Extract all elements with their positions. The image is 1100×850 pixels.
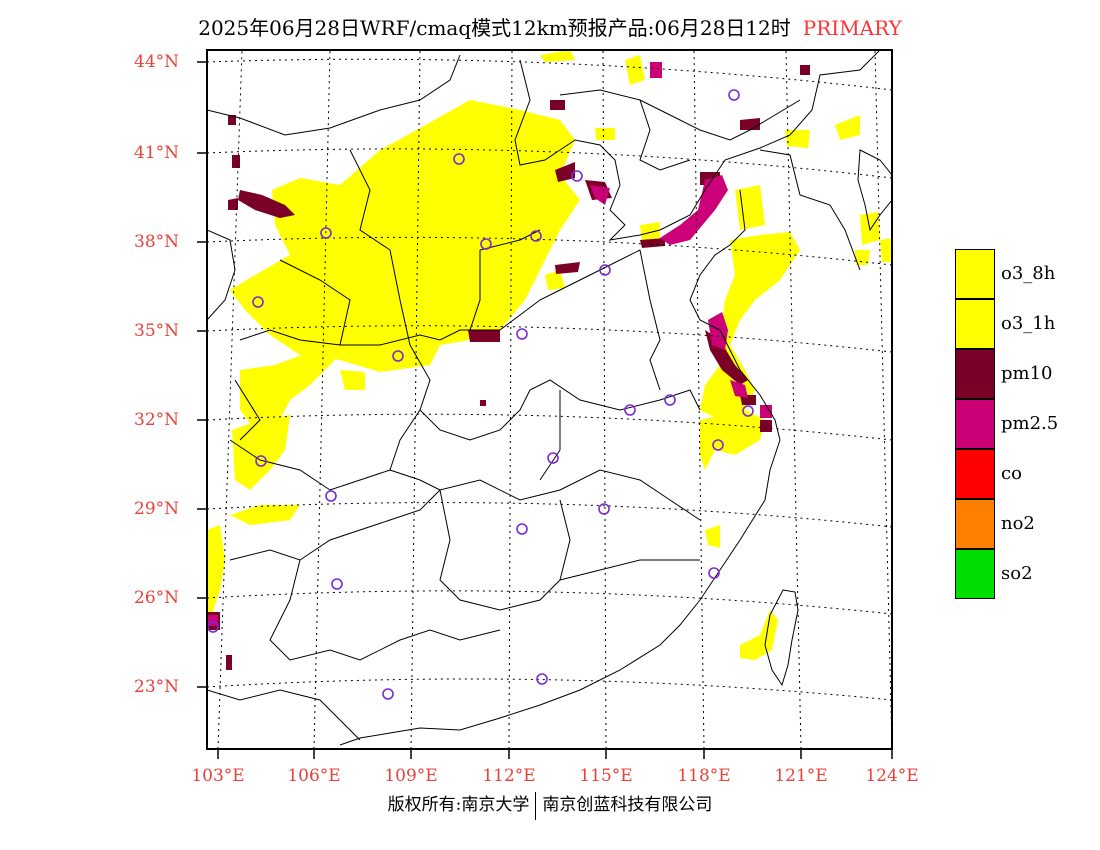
lon-label-106: 106°E (287, 766, 341, 786)
legend-swatch-no2 (955, 499, 995, 549)
map-title: 2025年06月28日WRF/cmaq模式12km预报产品:06月28日12时 P… (0, 12, 1100, 41)
title-text: 2025年06月28日WRF/cmaq模式12km预报产品:06月28日12时 (198, 16, 791, 40)
lat-label-35: 35°N (134, 321, 180, 341)
legend-label-o3-8h: o3_8h (1001, 263, 1056, 284)
lat-label-32: 32°N (134, 410, 180, 430)
legend-swatch-pm10 (955, 349, 995, 399)
legend-item-co: co (955, 449, 1075, 499)
lon-label-103: 103°E (191, 766, 245, 786)
legend: o3_8h o3_1h pm10 pm2.5 co no2 so2 (955, 249, 1075, 599)
legend-item-no2: no2 (955, 499, 1075, 549)
legend-swatch-co (955, 449, 995, 499)
copyright-right: 南京创蓝科技有限公司 (542, 795, 713, 815)
legend-swatch-o3-1h (955, 299, 995, 349)
pm25-field (208, 62, 772, 626)
lon-label-118: 118°E (677, 766, 731, 786)
lat-label-23: 23°N (134, 677, 180, 697)
legend-item-o3-1h: o3_1h (955, 299, 1075, 349)
lat-label-26: 26°N (134, 588, 180, 608)
legend-label-so2: so2 (1001, 563, 1033, 584)
lon-label-124: 124°E (865, 766, 919, 786)
legend-label-no2: no2 (1001, 513, 1035, 534)
map-content (207, 50, 892, 749)
korea-outline (857, 149, 892, 232)
station-markers (207, 89, 754, 700)
longitude-grid (217, 50, 892, 749)
map-frame (206, 49, 893, 750)
lon-label-115: 115°E (579, 766, 633, 786)
lon-label-112: 112°E (482, 766, 536, 786)
lon-label-121: 121°E (774, 766, 828, 786)
latitude-grid (207, 58, 892, 701)
copyright-footer: 版权所有:南京大学 南京创蓝科技有限公司 (0, 790, 1100, 820)
legend-item-pm25: pm2.5 (955, 399, 1075, 449)
o3-field (207, 50, 892, 660)
primary-tag: PRIMARY (802, 16, 902, 40)
lon-label-109: 109°E (384, 766, 438, 786)
boundaries (207, 50, 881, 746)
legend-label-pm10: pm10 (1001, 363, 1053, 384)
legend-swatch-pm25 (955, 399, 995, 449)
legend-label-o3-1h: o3_1h (1001, 313, 1056, 334)
legend-swatch-o3-8h (955, 249, 995, 299)
lat-label-29: 29°N (134, 499, 180, 519)
legend-item-pm10: pm10 (955, 349, 1075, 399)
footer-separator (535, 791, 537, 820)
lat-label-38: 38°N (134, 232, 180, 252)
lat-label-44: 44°N (134, 52, 180, 72)
copyright-left: 版权所有:南京大学 (387, 795, 530, 815)
legend-label-pm25: pm2.5 (1001, 413, 1059, 434)
axis-ticks (197, 61, 893, 759)
legend-item-so2: so2 (955, 549, 1075, 599)
legend-swatch-so2 (955, 549, 995, 599)
lat-label-41: 41°N (134, 143, 180, 163)
legend-item-o3-8h: o3_8h (955, 249, 1075, 299)
legend-label-co: co (1001, 463, 1022, 484)
taiwan-outline (764, 589, 799, 687)
